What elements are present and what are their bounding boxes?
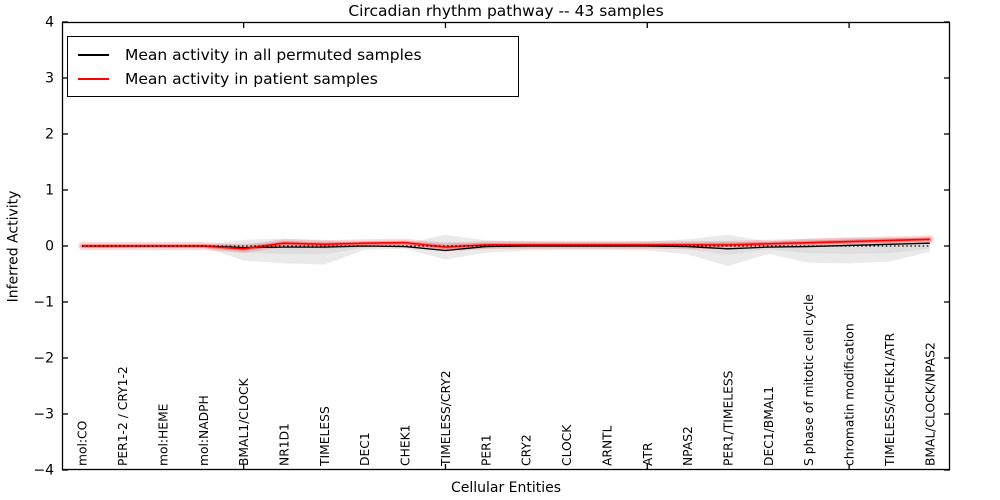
patient-mean-line: [82, 238, 930, 250]
x-category-label: CHEK1: [399, 425, 413, 467]
legend: Mean activity in all permuted samples Me…: [67, 36, 519, 97]
y-tick-label: 1: [45, 183, 54, 199]
y-tick-label: 2: [45, 127, 54, 143]
legend-label-patient: Mean activity in patient samples: [125, 70, 378, 88]
x-category-label: DEC1/BMAL1: [762, 386, 776, 466]
legend-entry-patient: Mean activity in patient samples: [78, 67, 518, 91]
permuted-line-sample: [78, 54, 109, 56]
y-tick-label: −2: [33, 351, 54, 367]
x-category-label: ARNTL: [600, 425, 614, 466]
legend-label-permuted: Mean activity in all permuted samples: [125, 46, 422, 64]
patient-line-sample: [78, 78, 109, 80]
x-category-label: PER1: [479, 434, 493, 466]
y-tick-label: 4: [45, 15, 54, 31]
y-tick-label: −3: [33, 407, 54, 423]
y-tick-label: −1: [33, 295, 54, 311]
x-category-label: S phase of mitotic cell cycle: [802, 294, 816, 466]
x-category-label: PER1-2 / CRY1-2: [116, 366, 130, 466]
x-category-label: mol:NADPH: [197, 395, 211, 466]
x-category-label: chromatin modification: [843, 323, 857, 466]
x-category-label: CLOCK: [560, 424, 574, 466]
y-tick-label: −4: [33, 463, 54, 479]
x-category-label: PER1/TIMELESS: [722, 370, 736, 466]
y-tick-label: 0: [45, 239, 54, 255]
x-category-label: TIMELESS/CRY2: [439, 370, 453, 467]
x-category-label: mol:CO: [76, 421, 90, 466]
x-category-label: ATR: [641, 442, 655, 466]
x-category-label: CRY2: [520, 434, 534, 466]
x-axis-label: Cellular Entities: [450, 480, 562, 496]
x-category-label: BMAL1/CLOCK: [237, 377, 251, 466]
x-category-label: TIMELESS/CHEK1/ATR: [883, 333, 897, 467]
x-category-label: NR1D1: [278, 423, 292, 466]
x-category-label: NPAS2: [681, 426, 695, 466]
y-tick-label: 3: [45, 71, 54, 87]
x-category-label: mol:HEME: [156, 404, 170, 466]
chart-title: Circadian rhythm pathway -- 43 samples: [348, 2, 664, 20]
legend-entry-permuted: Mean activity in all permuted samples: [78, 43, 518, 67]
y-axis-label: Inferred Activity: [5, 190, 22, 303]
x-category-label: BMAL/CLOCK/NPAS2: [923, 342, 937, 466]
x-category-label: DEC1: [358, 432, 372, 466]
x-category-label: TIMELESS: [318, 406, 332, 467]
